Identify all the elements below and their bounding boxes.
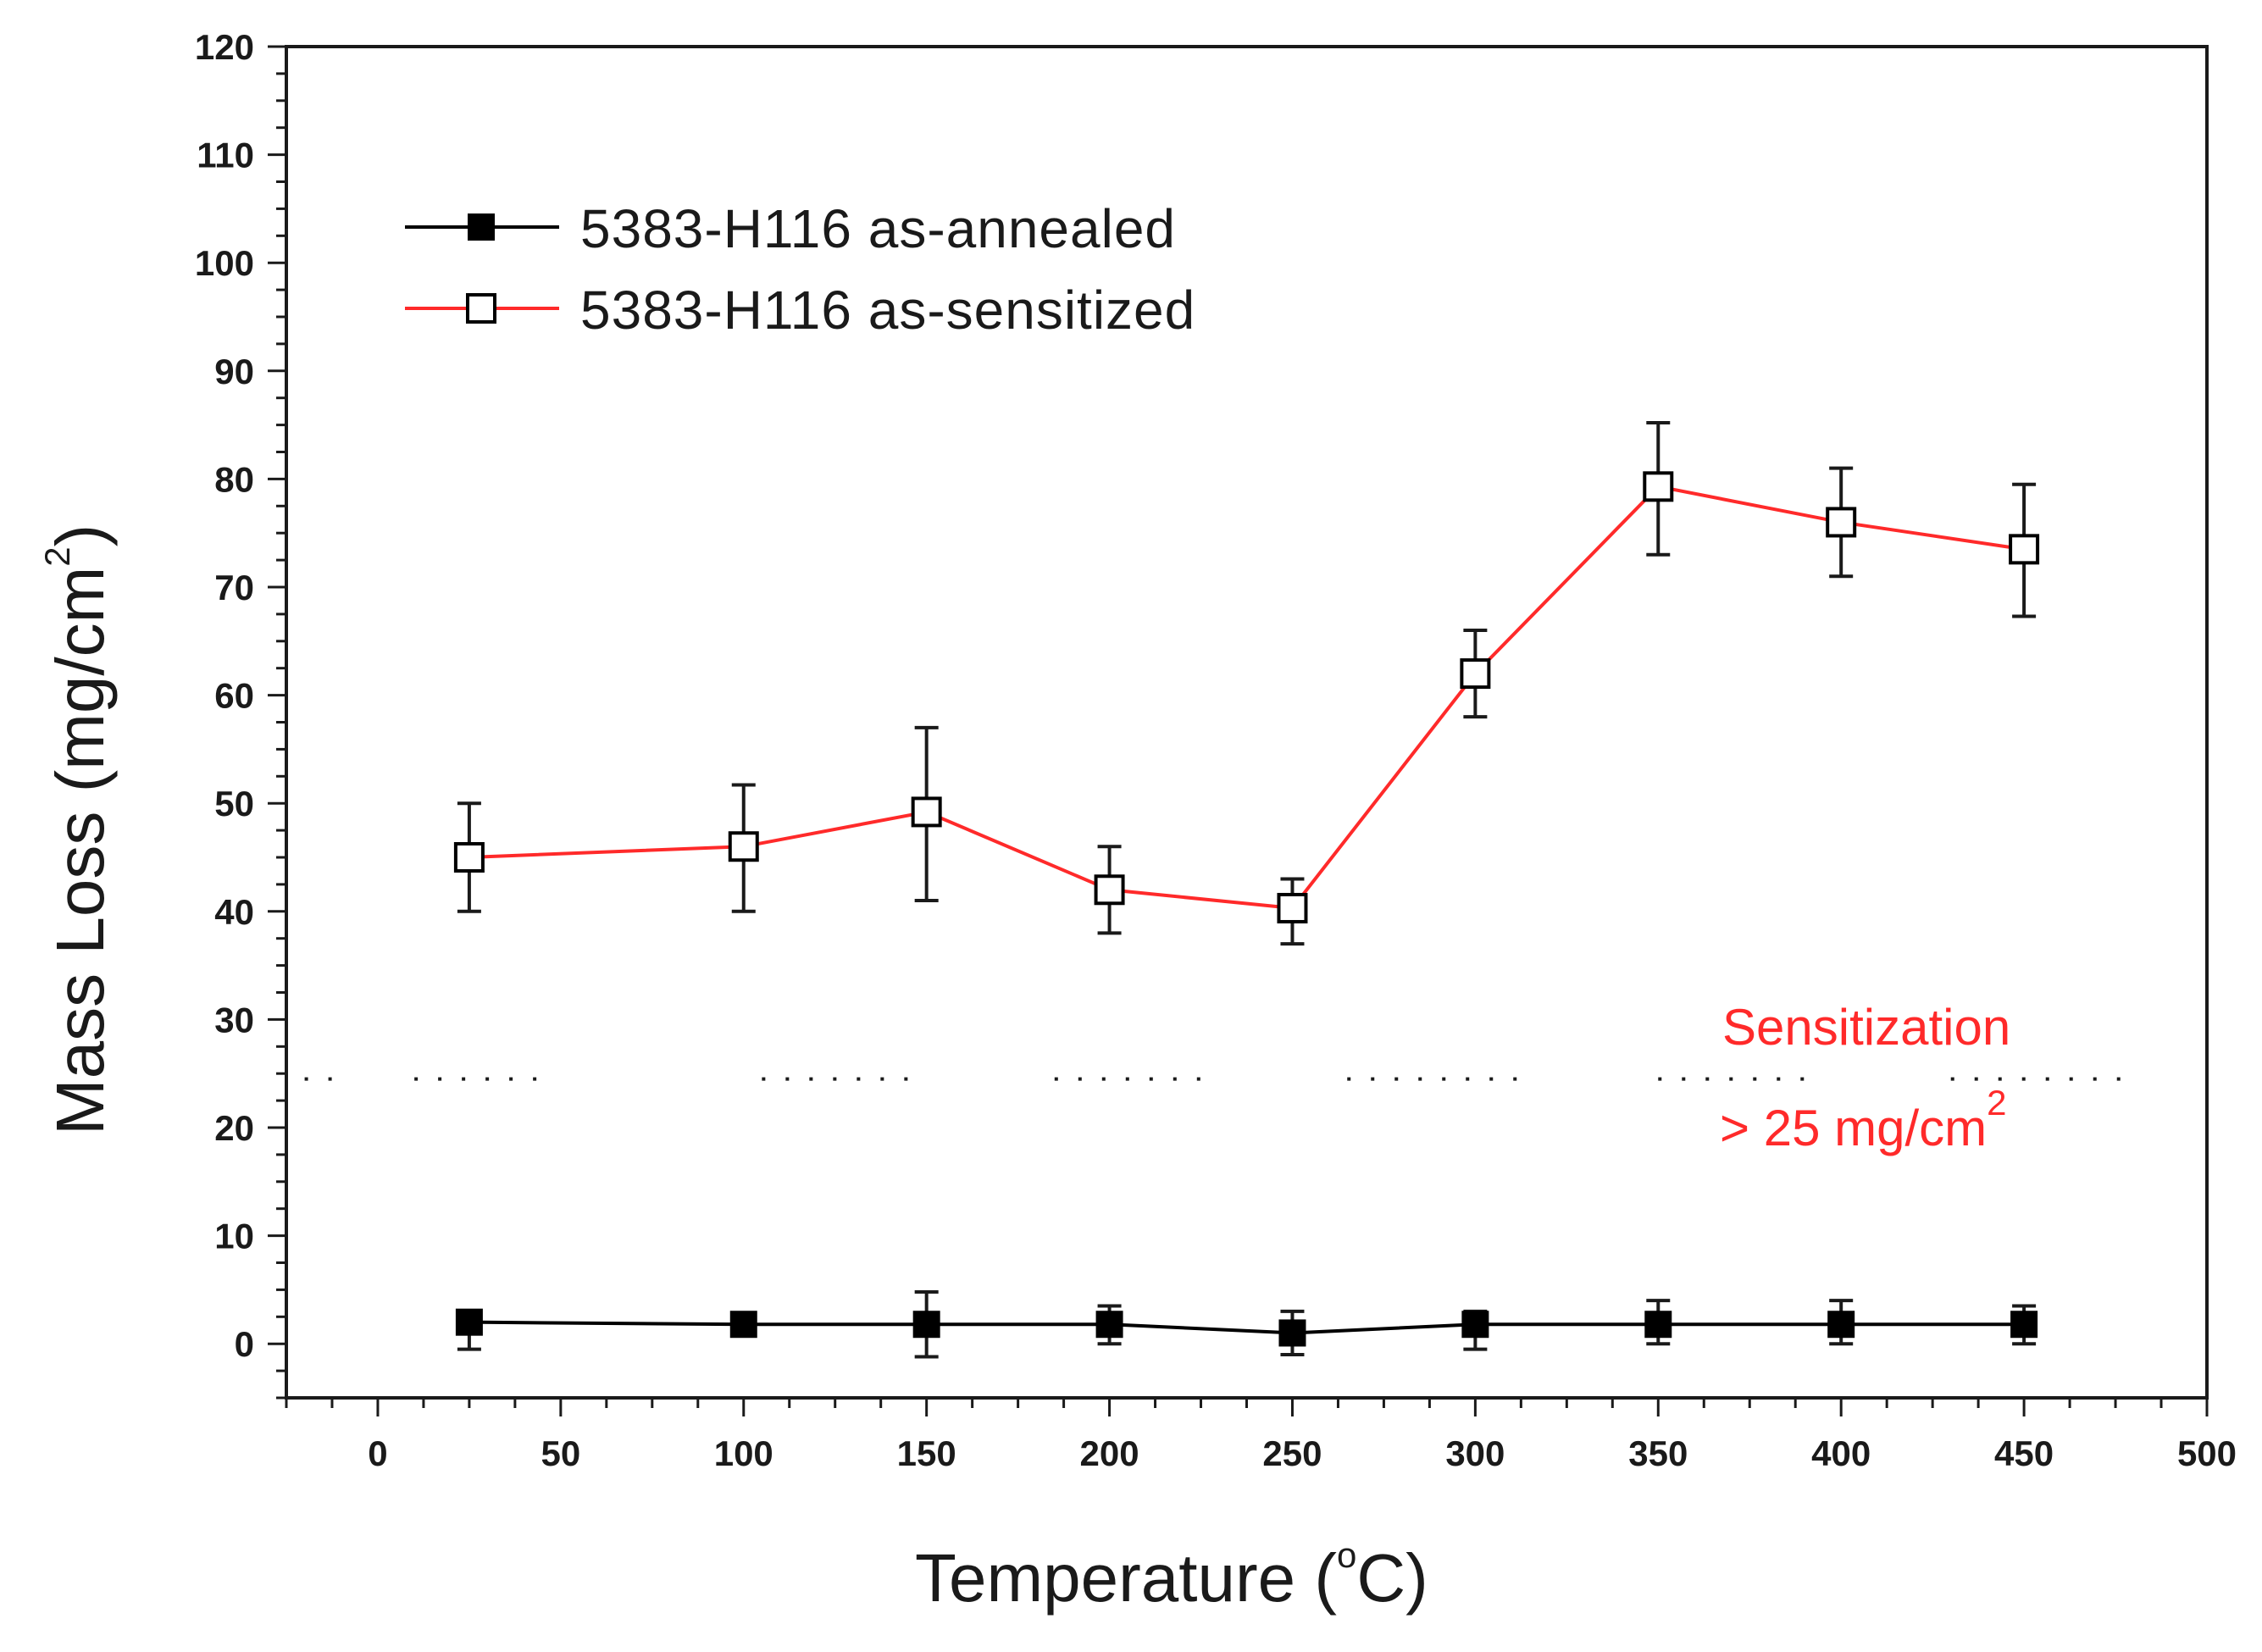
x-tick-label: 500 bbox=[2177, 1433, 2237, 1473]
y-tick-label: 100 bbox=[195, 243, 254, 283]
y-axis-title-main: Mass Loss (mg/cm bbox=[42, 567, 118, 1135]
x-axis-title: Temperature (oC) bbox=[915, 1535, 1428, 1616]
data-point bbox=[1095, 1311, 1123, 1339]
x-axis-title-tail: C) bbox=[1356, 1540, 1428, 1616]
y-tick-label: 0 bbox=[235, 1324, 254, 1364]
series-as-sensitized bbox=[453, 421, 2040, 946]
data-point bbox=[728, 831, 759, 862]
y-tick-label: 90 bbox=[214, 352, 254, 391]
annotation-line1: Sensitization bbox=[1722, 999, 2010, 1056]
series-as-annealed bbox=[455, 1289, 2038, 1359]
y-tick-label: 10 bbox=[214, 1217, 254, 1256]
x-axis-title-sup: o bbox=[1337, 1535, 1356, 1575]
y-axis-title-sup: 2 bbox=[37, 546, 77, 566]
x-axis-title-main: Temperature ( bbox=[915, 1540, 1337, 1616]
y-tick-label: 80 bbox=[214, 459, 254, 499]
data-point bbox=[1460, 658, 1491, 690]
y-tick-label: 50 bbox=[214, 784, 254, 823]
annotation-line2: > 25 mg/cm2 bbox=[1720, 1083, 2006, 1156]
series-line bbox=[468, 1320, 2025, 1335]
data-point bbox=[1094, 874, 1125, 906]
x-tick-label: 50 bbox=[541, 1433, 580, 1473]
x-tick-label: 150 bbox=[897, 1433, 956, 1473]
data-point bbox=[1461, 1311, 1489, 1339]
x-axis: 0 50 100 150 200 250 300 350 400 450 500 bbox=[285, 1396, 2237, 1473]
data-point bbox=[1643, 471, 1674, 502]
x-tick-label: 100 bbox=[714, 1433, 773, 1473]
series-line bbox=[468, 485, 2025, 911]
x-tick-label: 400 bbox=[1811, 1433, 1871, 1473]
data-point bbox=[912, 1311, 940, 1339]
sensitization-annotation: Sensitization > 25 mg/cm2 bbox=[1720, 999, 2010, 1156]
x-tick-label: 300 bbox=[1445, 1433, 1505, 1473]
data-point bbox=[455, 1308, 483, 1336]
legend: 5383-H116 as-annealed 5383-H116 as-sensi… bbox=[405, 198, 1195, 341]
data-point bbox=[1826, 507, 1857, 538]
annotation-line2-sup: 2 bbox=[1987, 1083, 2006, 1123]
data-point bbox=[729, 1311, 757, 1339]
data-point bbox=[911, 796, 942, 828]
x-tick-label: 250 bbox=[1262, 1433, 1322, 1473]
x-tick-label: 200 bbox=[1080, 1433, 1139, 1473]
y-tick-label: 20 bbox=[214, 1108, 254, 1148]
data-point bbox=[1827, 1311, 1855, 1339]
y-tick-label: 30 bbox=[214, 1000, 254, 1039]
data-point bbox=[1278, 1319, 1306, 1347]
legend-label-sensitized: 5383-H116 as-sensitized bbox=[580, 280, 1195, 341]
y-axis-title-tail: ) bbox=[42, 524, 118, 547]
data-point bbox=[2009, 534, 2040, 565]
x-tick-label: 450 bbox=[1994, 1433, 2054, 1473]
series-layer bbox=[453, 421, 2040, 1359]
data-point bbox=[1277, 892, 1308, 923]
legend-marker-annealed bbox=[468, 213, 495, 241]
plot-frame bbox=[285, 45, 2209, 1400]
data-point bbox=[1644, 1311, 1672, 1339]
data-point bbox=[453, 842, 485, 873]
legend-label-annealed: 5383-H116 as-annealed bbox=[580, 198, 1176, 259]
y-tick-label: 120 bbox=[195, 27, 254, 67]
y-tick-label: 40 bbox=[214, 892, 254, 932]
y-axis-title: Mass Loss (mg/cm2) bbox=[37, 524, 118, 1135]
y-tick-label: 110 bbox=[197, 136, 254, 175]
y-axis: 0 10 20 30 40 50 60 70 80 90 100 110 120 bbox=[195, 27, 288, 1400]
x-tick-label: 0 bbox=[368, 1433, 387, 1473]
y-tick-label: 60 bbox=[214, 676, 254, 716]
legend-marker-sensitized bbox=[466, 293, 496, 324]
annotation-line2-main: > 25 mg/cm bbox=[1720, 1100, 1987, 1156]
x-tick-label: 350 bbox=[1628, 1433, 1688, 1473]
y-tick-label: 70 bbox=[214, 568, 254, 607]
data-point bbox=[2010, 1311, 2038, 1339]
